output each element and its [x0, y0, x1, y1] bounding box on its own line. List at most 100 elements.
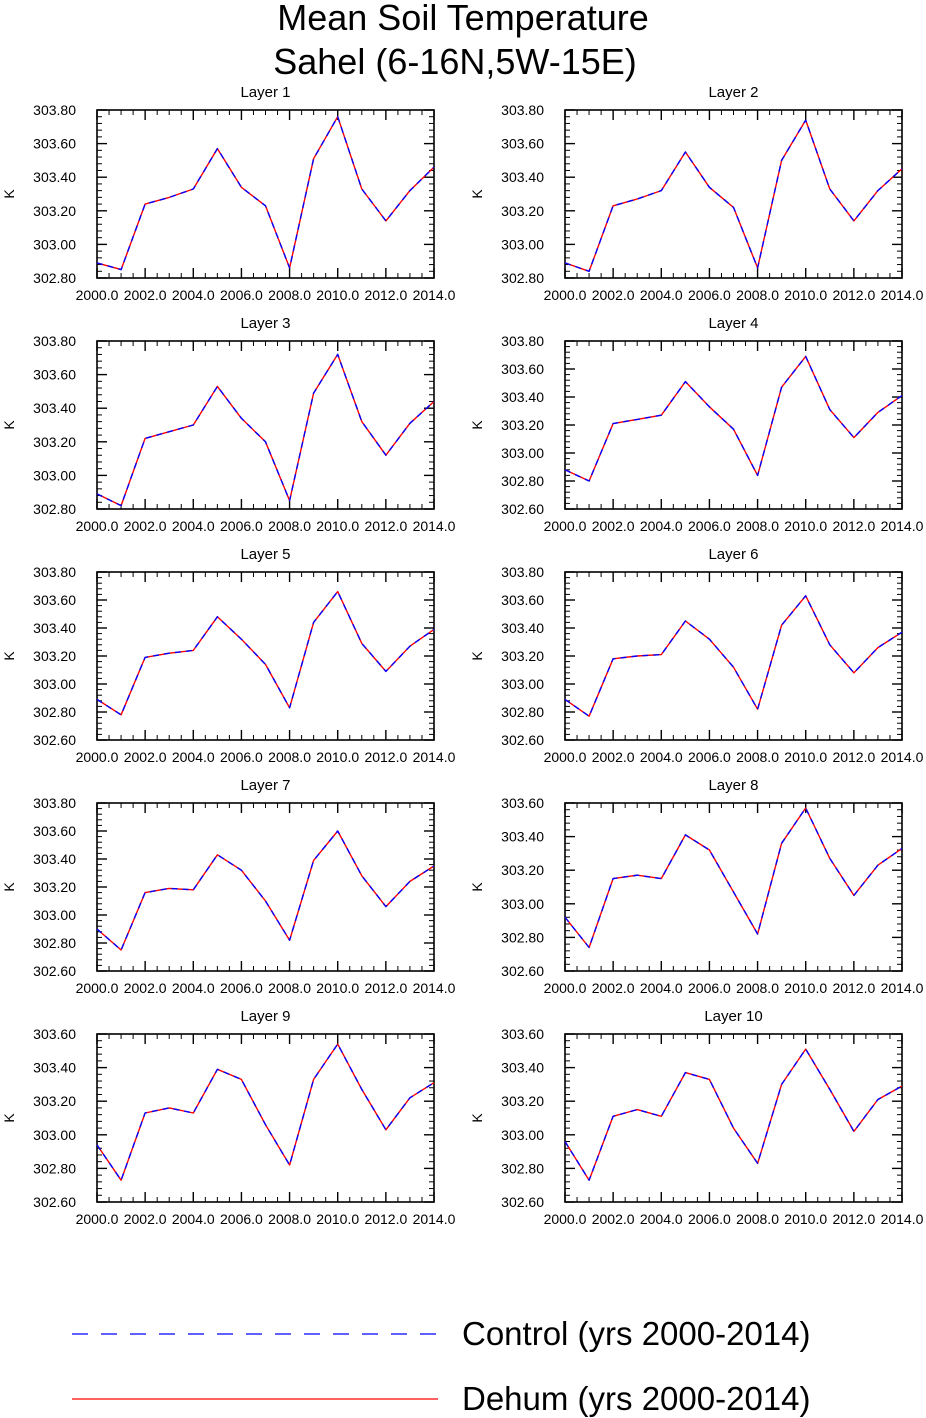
x-tick-label: 2012.0 — [832, 980, 875, 996]
y-tick-label: 303.40 — [501, 389, 544, 405]
panel-title: Layer 6 — [708, 546, 758, 563]
x-tick-label: 2014.0 — [881, 1211, 924, 1227]
y-tick-label: 303.80 — [33, 333, 76, 349]
y-tick-label: 303.20 — [501, 1093, 544, 1109]
panel-title: Layer 5 — [240, 546, 290, 563]
x-tick-label: 2008.0 — [736, 749, 779, 765]
x-tick-label: 2014.0 — [881, 980, 924, 996]
x-tick-label: 2010.0 — [784, 287, 827, 303]
legend: Control (yrs 2000-2014) Dehum (yrs 2000-… — [72, 1315, 811, 1417]
x-tick-label: 2010.0 — [784, 980, 827, 996]
x-tick-label: 2008.0 — [268, 287, 311, 303]
y-tick-label: 303.80 — [501, 102, 544, 118]
panels: Layer 1 K 2000.0 2002.0 2004.0 2006.0 2008.0 20… — [1, 84, 924, 1227]
y-tick-label: 303.20 — [33, 648, 76, 664]
plot-frame — [564, 571, 903, 741]
x-tick-label: 2008.0 — [268, 980, 311, 996]
series-line-dehum — [96, 590, 435, 716]
panel-title: Layer 9 — [240, 1008, 290, 1025]
y-tick-label: 303.60 — [501, 592, 544, 608]
panel-layer-2: Layer 2 K 2000.0 2002.0 2004.0 2006.0 2008.0 20… — [469, 84, 924, 303]
y-tick-label: 303.60 — [33, 367, 76, 383]
y-tick-label: 303.00 — [33, 467, 76, 483]
y-tick-label: 302.60 — [501, 501, 544, 517]
x-tick-label: 2000.0 — [76, 287, 119, 303]
x-tick-label: 2010.0 — [784, 749, 827, 765]
x-tick-label: 2002.0 — [124, 518, 167, 534]
y-tick-label: 303.20 — [33, 879, 76, 895]
x-tick-label: 2008.0 — [268, 1211, 311, 1227]
y-tick-label: 303.40 — [501, 169, 544, 185]
x-tick-label: 2002.0 — [124, 980, 167, 996]
series-line-dehum — [96, 115, 435, 271]
series-line-dehum — [564, 1048, 903, 1181]
series-line-dehum — [96, 1043, 435, 1181]
x-tick-label: 2006.0 — [220, 518, 263, 534]
y-axis-label: K — [1, 1113, 17, 1123]
panel-title: Layer 7 — [240, 777, 290, 794]
panel-layer-5: Layer 5 K 2000.0 2002.0 2004.0 2006.0 2008.0 20… — [1, 546, 456, 765]
y-tick-label: 303.80 — [501, 333, 544, 349]
y-tick-label: 302.80 — [501, 473, 544, 489]
series-line-control — [564, 1048, 903, 1181]
plot-frame — [96, 802, 435, 972]
panel-layer-3: Layer 3 K 2000.0 2002.0 2004.0 2006.0 2008.0 20… — [1, 315, 456, 534]
y-tick-label: 303.60 — [33, 136, 76, 152]
x-tick-label: 2008.0 — [736, 980, 779, 996]
series-line-dehum — [564, 119, 903, 272]
x-tick-label: 2008.0 — [268, 749, 311, 765]
panel-title: Layer 8 — [708, 777, 758, 794]
x-tick-label: 2000.0 — [76, 980, 119, 996]
y-tick-label: 303.60 — [501, 795, 544, 811]
x-tick-label: 2008.0 — [736, 518, 779, 534]
x-tick-label: 2004.0 — [172, 980, 215, 996]
series-line-control — [564, 119, 903, 272]
x-tick-label: 2004.0 — [640, 518, 683, 534]
panel-layer-1: Layer 1 K 2000.0 2002.0 2004.0 2006.0 2008.0 20… — [1, 84, 456, 303]
x-tick-label: 2000.0 — [76, 749, 119, 765]
x-tick-label: 2006.0 — [220, 749, 263, 765]
x-tick-label: 2004.0 — [172, 518, 215, 534]
y-tick-label: 303.60 — [33, 1026, 76, 1042]
series-line-dehum — [96, 353, 435, 507]
x-tick-label: 2014.0 — [413, 287, 456, 303]
series-line-control — [96, 590, 435, 716]
y-tick-label: 303.20 — [33, 203, 76, 219]
x-tick-label: 2002.0 — [592, 749, 635, 765]
panel-layer-8: Layer 8 K 2000.0 2002.0 2004.0 2006.0 2008.0 20… — [469, 777, 924, 996]
x-tick-label: 2000.0 — [544, 287, 587, 303]
y-axis-label: K — [1, 189, 17, 199]
x-tick-label: 2004.0 — [640, 980, 683, 996]
y-tick-label: 303.00 — [501, 1127, 544, 1143]
series-line-control — [96, 830, 435, 951]
y-tick-label: 303.00 — [501, 236, 544, 252]
plot-frame — [96, 109, 435, 279]
x-tick-label: 2010.0 — [316, 287, 359, 303]
y-tick-label: 303.00 — [501, 676, 544, 692]
y-tick-label: 303.20 — [501, 417, 544, 433]
x-tick-label: 2010.0 — [316, 749, 359, 765]
panel-layer-7: Layer 7 K 2000.0 2002.0 2004.0 2006.0 2008.0 20… — [1, 777, 456, 996]
y-tick-label: 303.60 — [501, 361, 544, 377]
x-tick-label: 2006.0 — [220, 1211, 263, 1227]
x-tick-label: 2002.0 — [124, 1211, 167, 1227]
x-tick-label: 2008.0 — [268, 518, 311, 534]
y-tick-label: 302.60 — [33, 1194, 76, 1210]
y-tick-label: 303.00 — [33, 676, 76, 692]
y-tick-label: 303.40 — [33, 1060, 76, 1076]
y-tick-label: 303.80 — [33, 102, 76, 118]
panel-layer-4: Layer 4 K 2000.0 2002.0 2004.0 2006.0 2008.0 20… — [469, 315, 924, 534]
panel-title: Layer 10 — [704, 1008, 762, 1025]
y-tick-label: 302.60 — [501, 963, 544, 979]
x-tick-label: 2012.0 — [364, 749, 407, 765]
y-axis-label: K — [469, 420, 485, 430]
y-tick-label: 303.60 — [501, 136, 544, 152]
panel-layer-10: Layer 10 K 2000.0 2002.0 2004.0 2006.0 2008.0 2… — [469, 1008, 924, 1227]
y-tick-label: 303.40 — [501, 1060, 544, 1076]
panel-title: Layer 1 — [240, 84, 290, 101]
panel-title: Layer 3 — [240, 315, 290, 332]
y-tick-label: 302.60 — [33, 963, 76, 979]
x-tick-label: 2014.0 — [413, 518, 456, 534]
y-tick-label: 303.20 — [33, 1093, 76, 1109]
series-line-control — [564, 355, 903, 482]
